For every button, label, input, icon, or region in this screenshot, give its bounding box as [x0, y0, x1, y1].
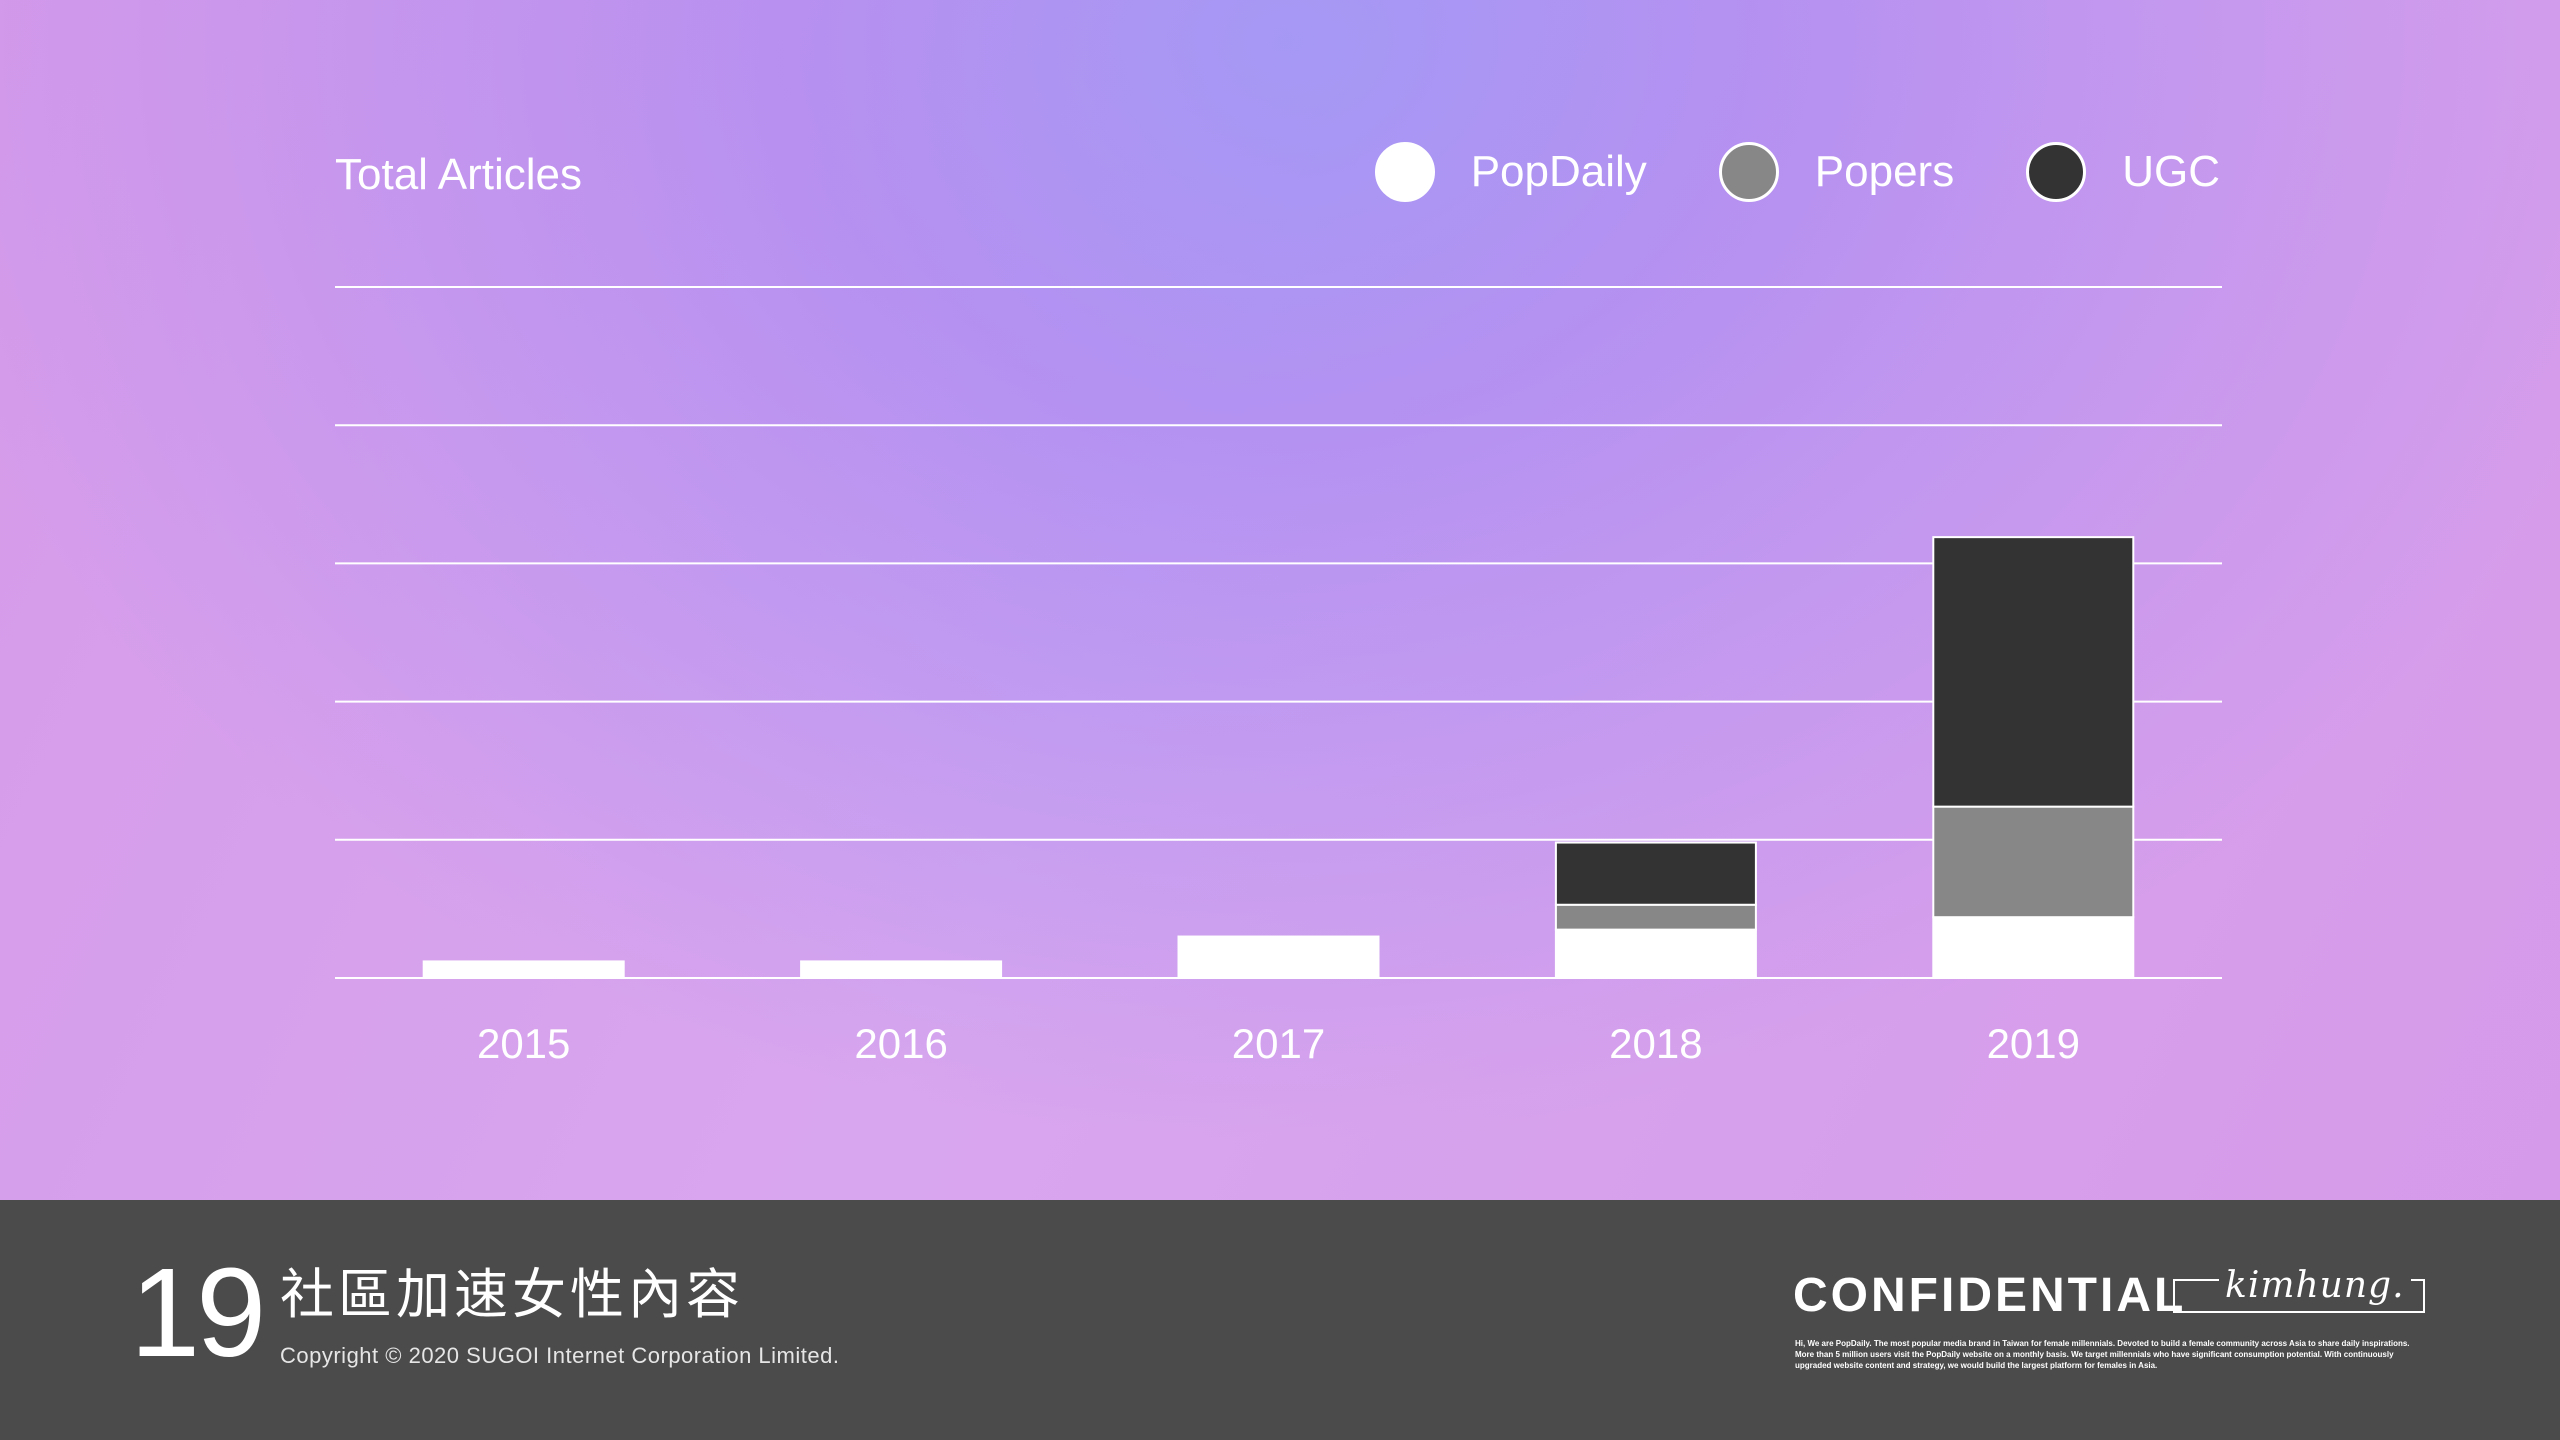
x-tick-label: 2019 — [1987, 1020, 2080, 1067]
bar-segment-popers-2019 — [1932, 805, 2135, 919]
legend-item-ugc: UGC — [2026, 142, 2220, 202]
footer-bar — [0, 1200, 2560, 1440]
bar-segment-popers-2018 — [1554, 903, 1757, 931]
legend-swatch-ugc — [2026, 142, 2087, 202]
bar-segment-ugc-2018 — [1554, 841, 1757, 906]
confidential-label: CONFIDENTIAL — [1793, 1269, 2187, 1322]
legend-label-popdaily: PopDaily — [1470, 147, 1647, 196]
legend-item-popers: Popers — [1718, 142, 1955, 202]
legend-swatch-popdaily — [1374, 142, 1435, 202]
bar-segment-popdaily-2019 — [1932, 916, 2135, 980]
stacked-bar-chart: 2015 2016 2017 2018 2019 — [422, 536, 2135, 1067]
chart-title: Total Articles — [335, 150, 582, 199]
x-tick-label: 2018 — [1609, 1020, 1702, 1067]
bar-segment-popdaily-2015 — [422, 960, 625, 980]
chart-legend: PopDaily Popers UGC — [1303, 142, 2220, 202]
x-tick-label: 2015 — [477, 1020, 570, 1067]
x-tick-label: 2016 — [854, 1020, 947, 1067]
bar-segment-popdaily-2017 — [1177, 935, 1380, 979]
x-tick-label: 2017 — [1232, 1020, 1325, 1067]
bar-segment-popdaily-2016 — [800, 960, 1003, 980]
page-number: 19 — [130, 1242, 266, 1383]
bar-segment-popdaily-2018 — [1554, 928, 1757, 980]
legend-label-popers: Popers — [1814, 147, 1955, 196]
legend-item-popdaily: PopDaily — [1374, 142, 1647, 202]
deck-title: 社區加速女性內容 — [280, 1263, 744, 1326]
signature-text: kimhung. — [2219, 1265, 2411, 1306]
legend-label-ugc: UGC — [2122, 147, 2220, 196]
bar-segment-ugc-2019 — [1932, 536, 2135, 808]
legend-swatch-popers — [1718, 142, 1779, 202]
about-text: Hi, We are PopDaily. The most popular me… — [1795, 1339, 2410, 1370]
signature-logo: kimhung. — [2173, 1265, 2425, 1313]
copyright-text: Copyright © 2020 SUGOI Internet Corporat… — [280, 1343, 840, 1368]
